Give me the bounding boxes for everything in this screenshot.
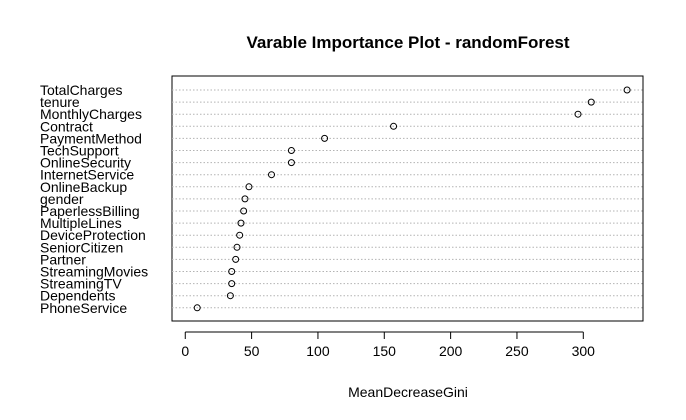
importance-point [237, 219, 245, 227]
variable-label: TechSupport [40, 143, 119, 159]
variable-labels: TotalChargestenureMonthlyChargesContract… [40, 82, 148, 316]
importance-point [287, 147, 295, 154]
importance-point [287, 159, 295, 167]
variable-label: OnlineSecurity [40, 155, 131, 171]
x-tick-label: 50 [244, 343, 260, 359]
x-tick-label: 100 [306, 343, 330, 359]
variable-label: SeniorCitizen [40, 239, 123, 255]
importance-point [193, 304, 201, 312]
variable-label: Contract [40, 118, 93, 134]
variable-label: MonthlyCharges [40, 106, 142, 122]
importance-point [574, 110, 582, 118]
variable-label: PhoneService [40, 300, 127, 316]
grid-lines [172, 89, 643, 309]
x-tick-label: 0 [181, 343, 189, 359]
variable-label: InternetService [40, 167, 134, 183]
chart-title: Varable Importance Plot - randomForest [246, 33, 569, 52]
variable-label: TotalCharges [40, 82, 123, 98]
variable-label: PaymentMethod [40, 130, 142, 146]
variable-label: Partner [40, 251, 86, 267]
x-axis-label: MeanDecreaseGini [348, 384, 468, 400]
importance-point [236, 231, 244, 239]
variable-label: OnlineBackup [40, 179, 127, 195]
importance-point [233, 243, 241, 251]
x-axis: 0 50 100 150 200 250 300 [181, 331, 596, 359]
importance-point [232, 255, 240, 263]
variable-label: tenure [40, 94, 80, 110]
importance-point [321, 134, 329, 142]
x-tick-label: 300 [572, 343, 596, 359]
importance-point [240, 207, 248, 215]
x-tick-label: 150 [373, 343, 397, 359]
x-tick-label: 200 [439, 343, 463, 359]
variable-label: PaperlessBilling [40, 203, 140, 219]
importance-point [226, 292, 234, 300]
importance-point [587, 98, 595, 106]
importance-point [245, 183, 253, 191]
importance-point [623, 86, 631, 94]
importance-point [241, 195, 249, 203]
importance-point [390, 122, 398, 130]
variable-label: DeviceProtection [40, 227, 146, 243]
variable-label: Dependents [40, 288, 116, 304]
data-points [193, 86, 631, 312]
variable-label: StreamingTV [40, 276, 122, 292]
importance-point [268, 171, 276, 179]
variable-label: gender [40, 191, 84, 207]
importance-point [228, 280, 236, 288]
variable-label: StreamingMovies [40, 264, 148, 280]
x-tick-label: 250 [505, 343, 529, 359]
variable-label: MultipleLines [40, 215, 122, 231]
importance-point [228, 268, 236, 275]
